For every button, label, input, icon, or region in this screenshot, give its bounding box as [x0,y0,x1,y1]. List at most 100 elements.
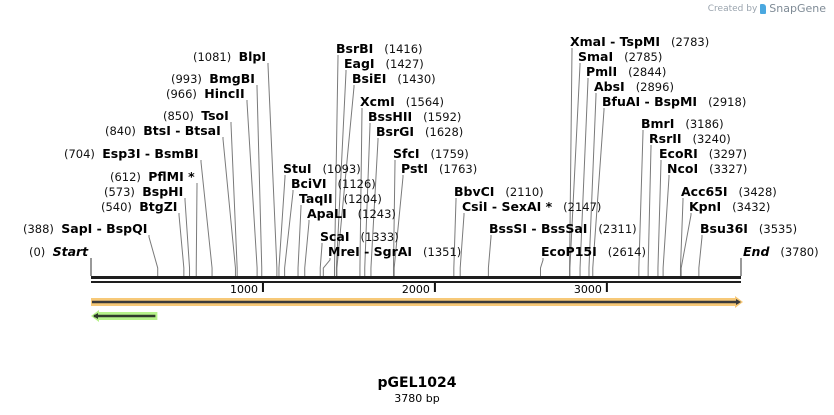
site-label[interactable]: (0) Start [29,245,88,260]
backbone-bottom-strand [91,281,741,283]
site-label[interactable]: StuI (1093) [283,161,361,177]
site-label[interactable]: (966) HincII [166,87,245,102]
scale-tick [261,283,264,292]
site-position: (3327) [709,162,748,176]
site-label[interactable]: BsrGI (1628) [376,124,463,140]
site-label[interactable]: (1081) BlpI [193,49,266,65]
site-name: BtsI - BtsaI [143,123,221,138]
site-label[interactable]: EcoP15I (2614) [541,244,646,260]
site-label[interactable]: SfcI (1759) [393,147,469,162]
site-label[interactable]: Bsu36I (3535) [700,221,797,237]
site-label[interactable]: PmlI (2844) [586,64,666,80]
site-connector [453,198,457,276]
site-label[interactable]: ScaI (1333) [320,230,399,245]
site-label[interactable]: (388) SapI - BspQI [23,222,147,237]
site-name: ApaLI [307,206,347,221]
site-label[interactable]: RsrII (3240) [649,131,731,147]
site-label[interactable]: PstI (1763) [401,162,477,177]
site-name: EcoP15I [541,244,597,259]
site-connector [178,213,185,276]
site-name: End [743,244,770,259]
site-connector [256,85,263,276]
site-position: (2783) [670,35,710,49]
scale-tick-label: 2000 [401,283,430,296]
site-position: (0) [29,245,46,259]
site-label[interactable]: ApaLI (1243) [307,206,396,222]
site-connector [230,122,238,276]
green-feature[interactable] [91,310,158,322]
site-position: (850) [163,109,194,123]
site-name: TsoI [201,108,229,123]
site-position: (2147) [563,200,602,214]
site-label[interactable]: BmrI (3186) [641,117,724,132]
site-name: BsrGI [376,124,415,139]
site-label[interactable]: EagI (1427) [344,57,424,72]
orange-feature[interactable] [91,296,743,308]
site-position: (966) [166,87,197,101]
site-connector [333,55,339,276]
site-label[interactable]: (704) Esp3I - BsmBI [64,147,199,162]
site-label[interactable]: (540) BtgZI [101,200,177,215]
site-label[interactable]: XcmI (1564) [360,94,444,110]
site-name: BmgBI [209,71,255,86]
site-position: (704) [64,147,95,161]
site-label[interactable]: TaqII (1204) [299,191,382,207]
site-connector [195,183,198,276]
site-label[interactable]: XmaI - TspMI (2783) [570,34,710,50]
site-label[interactable]: BssHII (1592) [368,110,461,125]
site-label[interactable]: BbvCI (2110) [454,185,544,200]
site-label[interactable]: (840) BtsI - BtsaI [105,123,221,139]
site-label[interactable]: BfuAI - BspMI (2918) [602,95,746,110]
site-connector [200,160,213,276]
site-name: PmlI [586,64,618,79]
site-connector [392,160,396,276]
site-connector [698,235,703,276]
site-label[interactable]: CsiI - SexAI * (2147) [462,200,602,215]
site-position: (388) [23,222,54,236]
site-name: RsrII [649,131,682,146]
site-name: BlpI [238,49,266,64]
site-connector [246,100,258,276]
site-name: XmaI - TspMI [570,34,660,49]
site-connector [335,70,347,276]
site-name: TaqII [299,191,333,206]
site-name: SmaI [578,49,614,64]
backbone-top-strand [91,276,741,279]
site-connector [222,137,236,276]
site-connector [592,108,605,276]
site-label[interactable]: (573) BspHI [104,185,183,200]
site-position: (2785) [624,50,663,64]
site-label[interactable]: SmaI (2785) [578,49,663,65]
site-label[interactable]: EcoRI (3297) [659,147,748,162]
site-label[interactable]: BsiEI (1430) [352,72,436,87]
site-connector [364,123,371,276]
site-position: (993) [171,72,202,86]
site-connector [297,205,302,276]
site-label[interactable]: End (3780) [743,244,819,260]
site-name: MreI - SgrAI [328,244,413,259]
site-connector [680,213,692,276]
site-name: StuI [283,161,312,176]
site-position: (1093) [322,162,361,176]
site-label[interactable]: Acc65I (3428) [681,185,777,200]
site-label[interactable]: (850) TsoI [163,108,229,124]
site-position: (3297) [708,147,748,161]
site-label[interactable]: BssSI - BssSaI (2311) [489,222,637,237]
site-position: (1126) [337,177,376,191]
site-label[interactable]: BciVI (1126) [291,177,376,192]
site-connector [278,175,286,276]
site-label[interactable]: MreI - SgrAI (1351) [328,244,461,260]
site-label[interactable]: BsrBI (1416) [336,42,423,57]
site-name: Bsu36I [700,221,748,236]
site-position: (2614) [607,245,646,259]
site-label[interactable]: (993) BmgBI [171,71,255,87]
site-label[interactable]: AbsI (2896) [594,80,674,95]
site-position: (1759) [430,147,469,161]
site-connector [657,160,662,276]
site-name: XcmI [360,94,395,109]
site-label[interactable]: KpnI (3432) [689,199,770,215]
site-label[interactable]: (612) PflMI * [110,170,195,185]
site-name: KpnI [689,199,722,214]
site-label[interactable]: NcoI (3327) [667,162,748,177]
